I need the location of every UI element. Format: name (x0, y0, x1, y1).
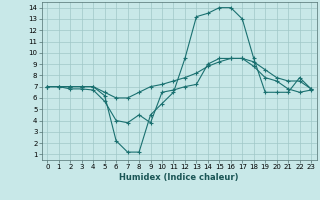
X-axis label: Humidex (Indice chaleur): Humidex (Indice chaleur) (119, 173, 239, 182)
